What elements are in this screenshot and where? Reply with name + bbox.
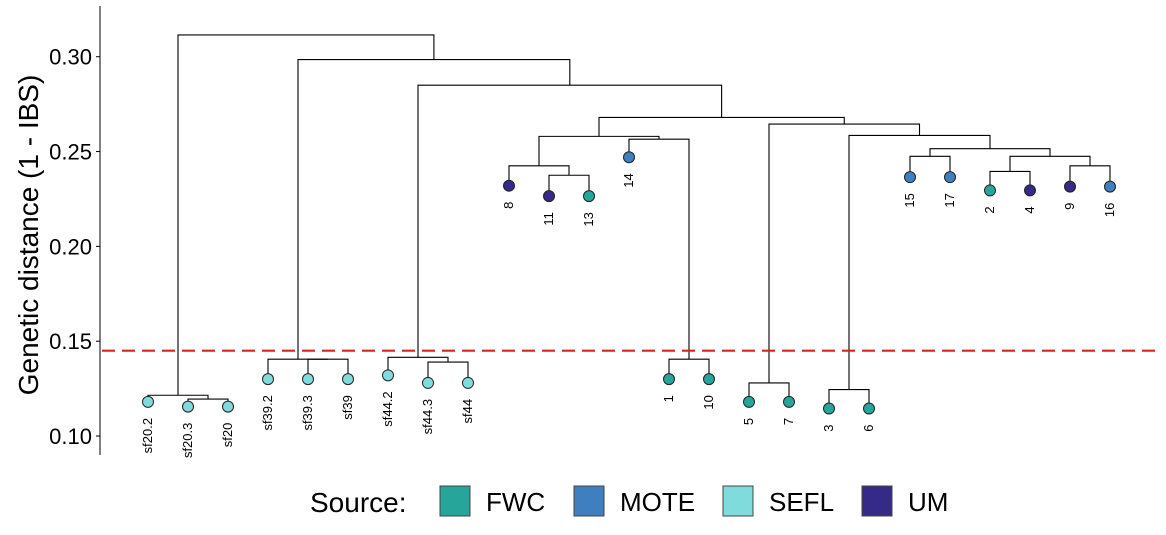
legend-swatch-sefl bbox=[722, 485, 754, 517]
y-tick-label: 0.10 bbox=[49, 424, 92, 449]
branch-merge-0 bbox=[187, 398, 229, 407]
leaf-point-13 bbox=[583, 190, 595, 203]
leaf-point-sf20 bbox=[222, 400, 234, 413]
leaf-point-sf44.2 bbox=[382, 369, 394, 382]
branch-merge-19 bbox=[768, 123, 921, 383]
branch-merge-2 bbox=[307, 358, 349, 380]
leaf-point-10 bbox=[703, 373, 715, 386]
leaf-point-11 bbox=[543, 190, 555, 203]
leaf-label: sf44.2 bbox=[380, 391, 395, 426]
leaf-point-8 bbox=[503, 179, 515, 192]
leaf-point-14 bbox=[623, 151, 635, 164]
leaf-point-sf39.2 bbox=[262, 373, 274, 386]
branch-merge-8 bbox=[668, 358, 710, 380]
branch-merge-14 bbox=[989, 170, 1031, 191]
y-tick-label: 0.30 bbox=[49, 45, 92, 70]
leaf-point-1 bbox=[663, 373, 675, 386]
leaf-point-7 bbox=[783, 395, 795, 408]
branch-merge-20 bbox=[598, 116, 845, 137]
leaf-label: sf44 bbox=[460, 399, 475, 424]
branch-merge-22 bbox=[297, 59, 571, 360]
leaf-label: 16 bbox=[1102, 203, 1117, 217]
branch-merge-21 bbox=[417, 84, 723, 358]
leaf-label: 4 bbox=[1022, 206, 1037, 213]
branch-merge-9 bbox=[628, 138, 690, 360]
leaf-label: 3 bbox=[821, 425, 836, 432]
leaf-point-5 bbox=[743, 395, 755, 408]
branch-merge-5 bbox=[387, 356, 449, 376]
leaf-label: 6 bbox=[861, 425, 876, 432]
legend-swatch-mote bbox=[573, 485, 605, 517]
leaf-point-4 bbox=[1024, 184, 1036, 197]
leaf-point-sf39.3 bbox=[302, 373, 314, 386]
branch-merge-17 bbox=[929, 148, 1051, 157]
legend-title: Source: bbox=[310, 487, 407, 518]
legend: Source: FWC MOTE SEFL UM bbox=[310, 485, 948, 518]
leaf-label: 1 bbox=[661, 395, 676, 402]
branch-merge-13 bbox=[909, 155, 951, 178]
y-tick-label: 0.20 bbox=[49, 234, 92, 259]
branch-merge-6 bbox=[548, 174, 590, 197]
leaf-label: 14 bbox=[621, 173, 636, 187]
branch-merge-3 bbox=[267, 358, 328, 380]
leaf-label: sf39 bbox=[340, 395, 355, 420]
leaf-point-sf20.3 bbox=[182, 400, 194, 413]
leaf-point-2 bbox=[984, 184, 996, 197]
leaf-label: 2 bbox=[982, 206, 997, 213]
branch-merge-16 bbox=[1009, 155, 1091, 172]
leaf-point-sf44 bbox=[462, 376, 474, 389]
leaf-label: 11 bbox=[541, 212, 556, 226]
leaf-point-6 bbox=[863, 402, 875, 415]
leaf-point-3 bbox=[823, 402, 835, 415]
branch-merge-7 bbox=[508, 165, 570, 186]
branch-merge-12 bbox=[828, 389, 870, 409]
legend-swatch-fwc bbox=[439, 485, 471, 517]
y-tick-label: 0.25 bbox=[49, 140, 92, 165]
leaf-label: 10 bbox=[701, 395, 716, 409]
leaf-nodes: sf20.2 sf20.3 sf20 sf39.2 sf39.3 sf39 sf44.2 sf… bbox=[140, 151, 1117, 458]
branch-merge-4 bbox=[427, 361, 469, 383]
leaf-label: sf39.2 bbox=[260, 395, 275, 430]
leaf-label: sf44.3 bbox=[420, 399, 435, 434]
leaf-point-16 bbox=[1104, 180, 1116, 193]
leaf-point-sf39 bbox=[342, 373, 354, 386]
leaf-label: 5 bbox=[741, 418, 756, 425]
leaf-point-15 bbox=[904, 171, 916, 184]
y-axis-title: Genetic distance (1 - IBS) bbox=[13, 75, 44, 396]
dendrogram-branches bbox=[147, 34, 1111, 409]
leaf-label: 15 bbox=[902, 193, 917, 207]
legend-label: UM bbox=[908, 487, 948, 517]
legend-swatch-um bbox=[861, 485, 893, 517]
leaf-point-17 bbox=[944, 171, 956, 184]
y-tick-label: 0.15 bbox=[49, 329, 92, 354]
branch-merge-23 bbox=[177, 34, 435, 396]
leaf-label: 8 bbox=[501, 202, 516, 209]
leaf-label: 13 bbox=[581, 212, 596, 226]
leaf-label: 17 bbox=[942, 193, 957, 207]
branch-merge-11 bbox=[748, 382, 790, 402]
branch-merge-10 bbox=[538, 135, 660, 166]
leaf-label: 9 bbox=[1062, 203, 1077, 210]
leaf-label: 7 bbox=[781, 418, 796, 425]
legend-label: FWC bbox=[486, 487, 545, 517]
leaf-point-sf44.3 bbox=[422, 376, 434, 389]
leaf-label: sf20 bbox=[220, 423, 235, 448]
leaf-point-sf20.2 bbox=[142, 395, 154, 408]
legend-label: MOTE bbox=[620, 487, 695, 517]
branch-merge-15 bbox=[1069, 165, 1111, 187]
leaf-label: sf39.3 bbox=[300, 395, 315, 430]
leaf-label: sf20.3 bbox=[180, 423, 195, 458]
legend-label: SEFL bbox=[769, 487, 834, 517]
leaf-label: sf20.2 bbox=[140, 418, 155, 453]
leaf-point-9 bbox=[1064, 180, 1076, 193]
